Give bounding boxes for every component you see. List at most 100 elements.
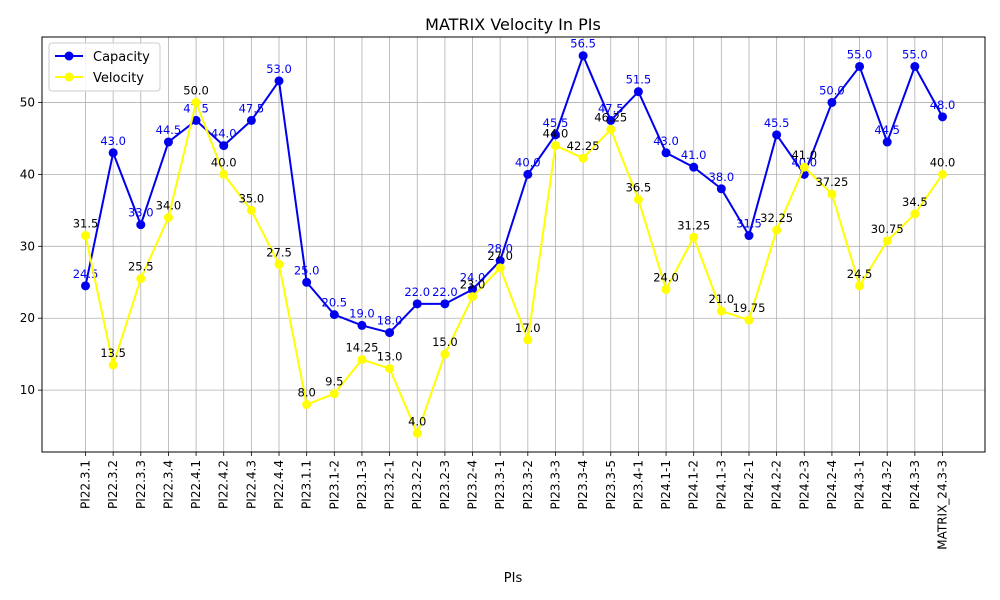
capacity-point [716,184,726,194]
velocity-data-label: 34.0 [156,199,182,213]
velocity-point [689,232,699,242]
velocity-point [578,153,588,163]
y-tick-label: 20 [20,311,35,325]
velocity-data-label: 31.5 [73,217,99,231]
capacity-data-label: 18.0 [377,314,403,328]
velocity-data-label: 24.0 [653,270,679,284]
x-tick-label: PI24.1-1 [659,460,673,509]
capacity-point [772,130,782,140]
velocity-data-label: 37.25 [815,175,848,189]
x-tick-label: PI24.3-2 [880,460,894,509]
x-tick-label: PI22.3.3 [134,460,148,509]
velocity-data-label: 21.0 [709,292,735,306]
velocity-point [108,360,118,370]
capacity-point [191,115,201,125]
capacity-data-label: 19.0 [349,306,375,320]
capacity-data-label: 47.5 [598,101,624,115]
capacity-point [938,112,947,122]
x-axis: PI22.3.1 PI22.3.2 PI22.3.3 PI22.3.4 PI22.4.1… [79,452,950,550]
velocity-data-label: 41.0 [791,148,817,162]
velocity-point [910,209,920,219]
capacity-point [855,61,865,71]
capacity-point [163,137,173,147]
capacity-point [329,310,339,320]
capacity-point [606,115,616,125]
velocity-data-label: 40.0 [211,155,237,169]
velocity-point [772,225,782,235]
x-tick-label: PI24.2-4 [825,460,839,509]
capacity-data-label: 20.5 [322,296,348,310]
velocity-data-label: 34.5 [902,195,928,209]
velocity-point [219,169,229,179]
capacity-point [882,137,892,147]
capacity-data-label: 55.0 [902,47,928,61]
capacity-point [550,130,560,140]
x-tick-label: PI24.1-2 [687,460,701,509]
velocity-data-label: 8.0 [298,386,316,400]
capacity-data-label: 44.5 [156,123,182,137]
velocity-point [882,236,892,246]
x-tick-label: PI23.1-3 [355,460,369,509]
capacity-data-label: 43.0 [653,134,679,148]
capacity-point [468,284,478,294]
x-tick-label: PI22.4.2 [217,460,231,509]
velocity-point [468,292,478,302]
x-tick-label: PI24.3-1 [853,460,867,509]
velocity-data-label: 27.5 [266,245,292,259]
velocity-data-label: 15.0 [432,335,458,349]
legend: Capacity Velocity [48,42,161,92]
capacity-data-label: 45.5 [543,116,569,130]
x-tick-label: PI23.3-4 [576,460,590,509]
velocity-point [661,284,671,294]
x-tick-label: PI24.2-2 [770,460,784,509]
velocity-point [633,195,643,205]
capacity-data-label: 41.0 [681,148,707,162]
capacity-data-label: 45.5 [764,116,790,130]
velocity-data-label: 42.25 [567,139,600,153]
velocity-point [827,189,837,199]
x-tick-label: PI23.3-1 [493,460,507,509]
capacity-point [108,148,118,158]
capacity-data-label: 44.0 [211,127,237,141]
velocity-data-label: 24.5 [847,267,873,281]
capacity-point [578,51,588,61]
capacity-data-label: 47.5 [239,101,265,115]
x-tick-label: PI23.3-3 [548,460,562,509]
velocity-point [606,124,616,134]
velocity-point [744,315,754,325]
capacity-point [689,162,699,172]
capacity-point [385,328,395,338]
x-tick-label: PI22.3.1 [79,460,93,509]
capacity-data-label: 44.5 [874,123,900,137]
velocity-point [191,97,201,107]
velocity-point [716,306,726,316]
capacity-point [495,256,505,266]
y-tick-label: 10 [20,383,35,397]
velocity-point [81,231,90,241]
grid [42,37,985,452]
x-tick-label: PI23.2-2 [410,460,424,509]
capacity-point [357,320,367,330]
capacity-point [827,97,837,107]
x-tick-label: PI22.4.3 [244,460,258,509]
velocity-data-label: 25.5 [128,260,154,274]
chart-title: MATRIX Velocity In PIs [425,15,601,34]
velocity-data-label: 40.0 [930,155,956,169]
capacity-data-label: 55.0 [847,47,873,61]
x-tick-label: PI22.3.2 [106,460,120,509]
velocity-point [412,428,422,438]
x-tick-label: PI24.1-3 [714,460,728,509]
x-tick-label: PI23.1.1 [300,460,314,509]
velocity-data-label: 46.25 [594,110,627,124]
plot-area [41,36,986,453]
velocity-data-label: 31.25 [677,218,710,232]
x-tick-label: PI24.2-3 [797,460,811,509]
x-tick-label: PI23.1-2 [327,460,341,509]
x-tick-label: PI22.3.4 [161,460,175,509]
velocity-data-label: 36.5 [626,181,652,195]
velocity-point [385,364,395,374]
capacity-data-label: 51.5 [626,73,652,87]
legend-label-velocity: Velocity [93,71,144,86]
velocity-point [329,389,339,399]
